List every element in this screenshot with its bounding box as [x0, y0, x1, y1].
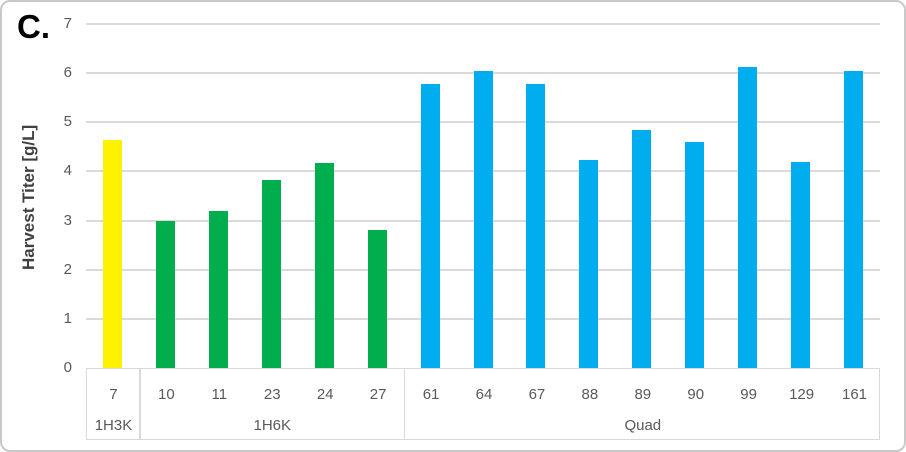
group-divider: [139, 369, 141, 439]
x-axis-label-box: 7 10 11 23 24 27 61 64 67 88 89 90 99 129 161 1H3K 1H6K Q…: [86, 368, 880, 440]
bar-7: [102, 139, 122, 368]
y-tick-label-3: 3: [63, 211, 72, 229]
x-category-label-99: 99: [740, 386, 757, 403]
bar-161: [844, 70, 864, 368]
y-tick-label-1: 1: [63, 309, 72, 327]
x-category-label-11: 11: [211, 386, 228, 403]
y-tick-label-4: 4: [63, 162, 72, 180]
panel-label: C.: [17, 8, 50, 45]
bar-67: [526, 83, 546, 368]
y-tick-label-5: 5: [63, 113, 72, 131]
bar-129: [791, 161, 811, 368]
x-group-label-Quad: Quad: [624, 417, 662, 434]
x-category-label-90: 90: [687, 386, 705, 403]
gridline-y7: [86, 23, 880, 25]
bar-10: [155, 220, 175, 368]
bar-99: [738, 66, 758, 368]
x-category-label-10: 10: [158, 386, 175, 403]
x-category-label-67: 67: [528, 386, 546, 403]
bar-23: [261, 179, 281, 368]
bar-24: [314, 162, 334, 368]
x-category-label-161: 161: [842, 386, 868, 403]
x-category-label-7: 7: [109, 386, 118, 403]
x-category-label-64: 64: [475, 386, 493, 403]
x-category-label-61: 61: [422, 386, 440, 403]
x-category-label-129: 129: [789, 386, 815, 403]
y-tick-label-6: 6: [63, 64, 72, 82]
x-category-label-89: 89: [634, 386, 652, 403]
bar-11: [208, 210, 228, 368]
x-group-label-1H3K: 1H3K: [94, 417, 133, 434]
bar-61: [420, 83, 440, 368]
x-category-label-24: 24: [316, 386, 334, 403]
bar-64: [473, 70, 493, 368]
bar-27: [367, 230, 387, 368]
plot-area: [86, 23, 880, 368]
x-category-label-88: 88: [581, 386, 599, 403]
x-group-label-1H6K: 1H6K: [253, 417, 292, 434]
bar-89: [632, 129, 652, 368]
bar-88: [579, 160, 599, 368]
y-tick-label-7: 7: [63, 15, 72, 32]
x-category-label-23: 23: [263, 386, 281, 403]
y-tick-label-2: 2: [63, 260, 72, 278]
bar-90: [685, 141, 705, 368]
x-category-label-27: 27: [369, 386, 387, 403]
y-tick-label-0: 0: [63, 359, 72, 376]
group-divider: [403, 369, 406, 439]
